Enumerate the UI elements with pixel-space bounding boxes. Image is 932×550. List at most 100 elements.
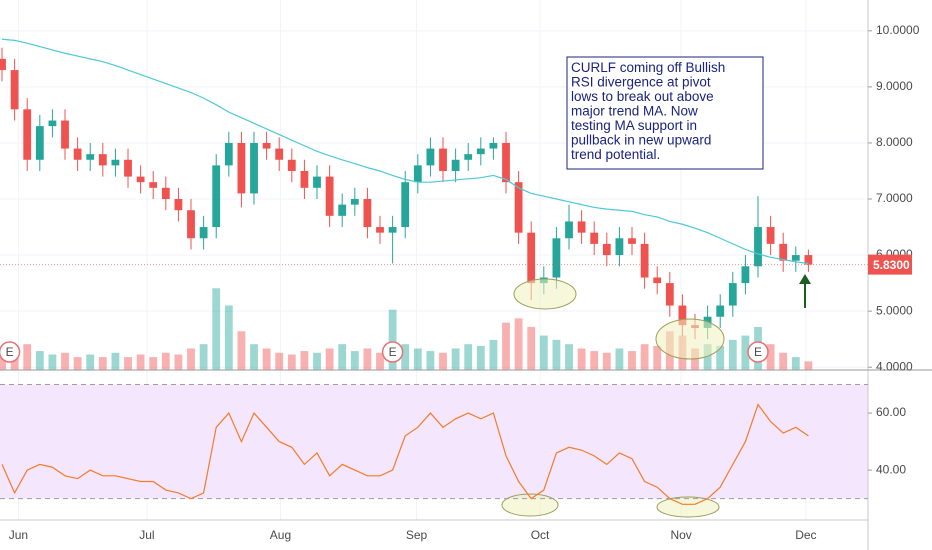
annotation-line: CURLF coming off Bullish <box>571 60 725 75</box>
volume-bar <box>514 318 523 370</box>
candle-body <box>401 182 410 228</box>
rsi-tick-label: 40.00 <box>876 462 906 476</box>
candle-body <box>615 238 624 256</box>
volume-bar <box>275 352 284 370</box>
candle-body <box>363 199 372 228</box>
volume-bar <box>86 354 95 370</box>
volume-bar <box>451 348 460 370</box>
x-tick-label: Sep <box>406 528 428 542</box>
volume-bar <box>602 352 611 370</box>
candle-body <box>514 182 523 233</box>
volume-bar <box>376 352 384 370</box>
volume-bar <box>640 344 649 370</box>
ellipse <box>501 493 559 517</box>
candle-body <box>199 227 208 239</box>
volume-bar <box>250 344 258 370</box>
y-tick-label: 10.0000 <box>876 23 920 37</box>
price-pane <box>0 38 813 340</box>
volume-bar <box>363 348 372 370</box>
volume-bar <box>401 344 410 370</box>
volume-bar <box>313 352 321 370</box>
last-price-label: 5.8300 <box>873 258 910 272</box>
volume-bar <box>300 351 309 370</box>
candle-body <box>439 148 447 171</box>
candle-body <box>187 210 195 239</box>
y-tick-label: 4.0000 <box>876 359 913 373</box>
candle-body <box>413 165 422 183</box>
candle-body <box>476 148 485 155</box>
candle-body <box>716 305 725 317</box>
arrow <box>799 274 811 308</box>
volume-bar <box>741 335 750 370</box>
annotation-line: pullback in new upward <box>571 133 711 148</box>
annotation-line: major trend MA. Now <box>571 104 698 119</box>
volume-bar <box>350 351 359 370</box>
y-tick-label: 9.0000 <box>876 79 913 93</box>
x-tick-label: Aug <box>270 528 291 542</box>
volume-bar <box>426 351 435 370</box>
candle-body <box>250 142 258 194</box>
candle-body <box>111 159 120 166</box>
candle-body <box>149 182 158 188</box>
candle-body <box>754 227 762 267</box>
volume-bar <box>111 352 120 370</box>
candle-body <box>98 154 107 166</box>
volume-bar <box>791 357 800 370</box>
moving-average <box>1 38 809 265</box>
candle-body <box>388 227 397 233</box>
candle-body <box>502 142 510 183</box>
volume-bar <box>653 345 662 370</box>
rsi-line <box>1 403 809 505</box>
x-tick-label: Oct <box>531 528 550 542</box>
candle-body <box>565 221 573 239</box>
annotation-box <box>566 56 764 170</box>
candle-body <box>451 159 460 171</box>
volume-bar <box>199 344 208 370</box>
volume-bar <box>565 344 573 370</box>
annotation-line: RSI divergence at pivot <box>571 75 711 90</box>
volume-bar <box>552 339 561 370</box>
volume-bar <box>413 348 422 370</box>
ellipse <box>513 278 577 310</box>
volume-bar <box>35 351 44 370</box>
volume-bar <box>527 326 536 370</box>
candle-body <box>577 221 586 233</box>
candle-body <box>678 305 687 326</box>
volume-bar <box>174 354 183 370</box>
volume-bar <box>779 352 788 370</box>
volume-bar <box>237 331 246 370</box>
candle-body <box>313 176 321 188</box>
candle-body <box>61 120 69 149</box>
event-label: E <box>6 345 14 359</box>
volume-bar <box>539 335 548 370</box>
candle-body <box>552 238 561 278</box>
event-marker <box>0 341 21 363</box>
candle-body <box>10 70 19 110</box>
candle-body <box>653 277 662 284</box>
candle-body <box>174 199 183 211</box>
candle-body <box>136 176 145 183</box>
volume-bar <box>48 354 57 370</box>
volume-bar <box>262 348 271 370</box>
last-price-tag <box>868 254 912 275</box>
volume-bar <box>804 361 813 370</box>
volume-bar <box>73 357 82 370</box>
volume-bar <box>489 339 498 370</box>
volume-bar <box>287 354 296 370</box>
volume-bar <box>716 345 725 370</box>
candle-body <box>73 148 82 160</box>
candle-body <box>325 176 334 216</box>
volume-bar <box>212 288 221 370</box>
volume-bar <box>23 344 32 370</box>
candle-body <box>766 227 775 244</box>
volume-bar <box>149 357 158 370</box>
candle-body <box>376 227 384 233</box>
candle-body <box>804 255 813 265</box>
candle-body <box>300 170 309 188</box>
rsi-tick-label: 60.00 <box>876 405 906 419</box>
volume-bar <box>61 352 69 370</box>
volume-bar <box>439 352 447 370</box>
volume-bar <box>224 305 233 370</box>
candle-body <box>640 243 649 278</box>
